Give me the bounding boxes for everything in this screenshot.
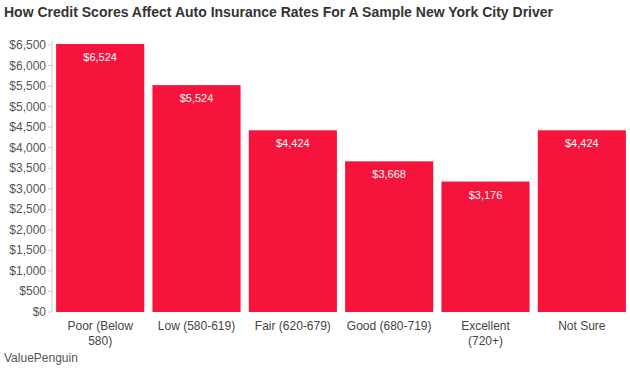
y-tick: [48, 209, 52, 210]
y-tick: [48, 147, 52, 148]
data-label: $5,524: [180, 92, 214, 104]
y-tick-label: $3,000: [9, 182, 46, 196]
bar: [345, 161, 433, 312]
y-tick-label: $6,000: [9, 59, 46, 73]
y-tick: [48, 229, 52, 230]
x-tick-label: Poor (Below580): [67, 319, 133, 348]
chart: How Credit Scores Affect Auto Insurance …: [0, 0, 630, 380]
x-tick-label-line: Low (580-619): [158, 319, 235, 333]
y-tick-label: $4,000: [9, 141, 46, 155]
bars: [56, 44, 626, 312]
y-tick: [48, 250, 52, 251]
y-tick-label: $1,000: [9, 264, 46, 278]
y-tick: [48, 65, 52, 66]
y-tick-label: $4,500: [9, 120, 46, 134]
y-tick-label: $0: [33, 305, 47, 319]
x-tick-label: Low (580-619): [158, 319, 235, 333]
y-tick-label: $1,500: [9, 243, 46, 257]
y-tick: [48, 312, 52, 313]
x-tick-label: Excellent(720+): [461, 319, 510, 348]
bar: [56, 44, 144, 312]
y-tick-label: $2,000: [9, 223, 46, 237]
x-tick-label-line: Fair (620-679): [255, 319, 331, 333]
y-tick-label: $6,500: [9, 38, 46, 52]
x-tick-label: Fair (620-679): [255, 319, 331, 333]
y-tick: [48, 270, 52, 271]
data-label: $3,176: [469, 189, 503, 201]
y-tick: [48, 291, 52, 292]
y-tick-label: $500: [19, 284, 46, 298]
x-tick-label-line: Not Sure: [558, 319, 606, 333]
x-tick-label-line: Poor (Below: [67, 319, 133, 333]
y-tick: [48, 45, 52, 46]
x-tick-label-line: Good (680-719): [347, 319, 432, 333]
y-tick: [48, 168, 52, 169]
title: How Credit Scores Affect Auto Insurance …: [4, 4, 554, 20]
x-tick-label-line: 580): [88, 334, 112, 348]
y-tick-label: $3,500: [9, 161, 46, 175]
x-tick-label: Good (680-719): [347, 319, 432, 333]
bar: [249, 130, 337, 312]
y-tick-label: $5,500: [9, 79, 46, 93]
x-tick-label-line: Excellent: [461, 319, 510, 333]
y-axis: [52, 41, 53, 312]
data-label: $4,424: [565, 137, 599, 149]
y-tick: [48, 86, 52, 87]
y-tick-label: $2,500: [9, 202, 46, 216]
y-tick: [48, 188, 52, 189]
data-label: $4,424: [276, 137, 310, 149]
y-tick-label: $5,000: [9, 100, 46, 114]
data-label: $3,668: [372, 168, 406, 180]
x-tick-label-line: (720+): [468, 334, 503, 348]
data-label: $6,524: [83, 51, 117, 63]
bar: [152, 85, 240, 312]
annotation: ValuePenguin: [4, 351, 78, 365]
y-tick: [48, 127, 52, 128]
y-tick: [48, 106, 52, 107]
bar: [538, 130, 626, 312]
x-tick-label: Not Sure: [558, 319, 606, 333]
bar: [441, 182, 529, 312]
